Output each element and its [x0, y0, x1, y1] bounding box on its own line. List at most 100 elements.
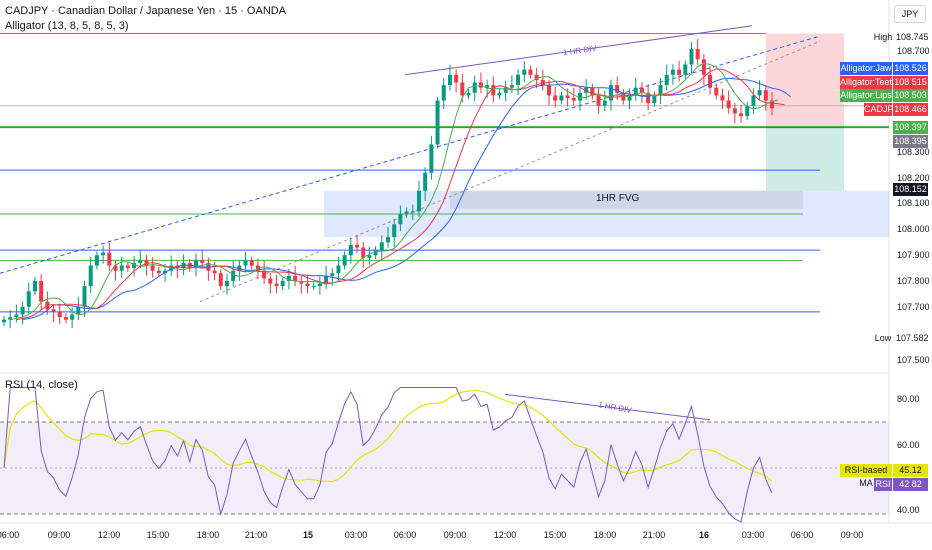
candle-body — [726, 100, 731, 109]
candle-body — [231, 270, 236, 281]
candle-body — [398, 213, 403, 225]
y-label: 107.500 — [897, 355, 930, 365]
candle-body — [392, 224, 397, 238]
candle-body — [243, 260, 248, 266]
symbol-title[interactable]: CADJPY · Canadian Dollar / Japanese Yen … — [5, 5, 287, 17]
candle-body — [286, 275, 291, 281]
candle-body — [150, 265, 155, 271]
candle-body — [578, 92, 582, 101]
candle-body — [509, 85, 514, 88]
jaw-tag-label: Alligator:Jaw — [840, 62, 892, 75]
low-value: 107.582 — [896, 333, 929, 343]
symbol-tag-label: CADJPY — [864, 103, 900, 116]
candle-body — [224, 281, 229, 287]
candle-body — [20, 306, 25, 315]
candle-body — [596, 95, 601, 106]
x-label: 21:00 — [244, 530, 268, 540]
candle-body — [8, 317, 13, 320]
candle-body — [423, 172, 428, 191]
indicator-legend[interactable]: Alligator (13, 8, 5, 8, 5, 3) — [5, 20, 129, 32]
rsi-tag-value: 42.82 — [893, 478, 928, 491]
candle-body — [683, 64, 688, 75]
candle-body — [70, 314, 75, 320]
candle-body — [200, 260, 205, 263]
candle-body — [268, 278, 273, 284]
candle-body — [94, 255, 99, 266]
fvg-level-tag: 108.152 — [893, 183, 928, 196]
jaw-tag-value: 108.526 — [893, 62, 928, 75]
candle-body — [429, 144, 434, 173]
candle-body — [404, 211, 409, 214]
y-label: 108.300 — [897, 147, 930, 157]
rsi-y-label: 80.00 — [897, 394, 920, 404]
candle-body — [652, 95, 657, 104]
candle-body — [107, 252, 112, 266]
green-level-tag: 108.397 — [893, 121, 928, 134]
candle-body — [732, 108, 737, 114]
candle-body — [670, 69, 675, 75]
y-label: 107.900 — [897, 250, 930, 260]
high-value: 108.745 — [896, 32, 929, 42]
candle-body — [441, 85, 446, 101]
x-label: 18:00 — [593, 530, 617, 540]
candle-body — [565, 95, 570, 98]
x-label: 18:00 — [196, 530, 220, 540]
candle-body — [466, 92, 471, 96]
candle-body — [720, 95, 725, 101]
candle-body — [708, 74, 713, 88]
candle-body — [280, 281, 285, 287]
x-label: 12:00 — [493, 530, 517, 540]
y-label: 108.200 — [897, 173, 930, 183]
candle-body — [299, 281, 304, 284]
candle-body — [639, 87, 644, 93]
candle-body — [602, 100, 607, 106]
candle-body — [218, 273, 223, 287]
low-label: Low — [874, 333, 892, 343]
candle-body — [701, 59, 706, 75]
candle-body — [627, 95, 632, 101]
candle-body — [194, 260, 198, 269]
candle-body — [324, 275, 329, 284]
candle-body — [714, 87, 719, 96]
candle-body — [26, 291, 31, 307]
x-label: 06:00 — [790, 530, 814, 540]
candle-body — [63, 317, 68, 320]
candle-body — [435, 100, 440, 145]
candle-body — [485, 85, 490, 88]
candle-body — [76, 306, 81, 315]
rsi-ma-tag-value: 45.12 — [893, 464, 928, 477]
candle-body — [478, 82, 483, 88]
currency-button[interactable]: JPY — [894, 5, 926, 23]
candle-body — [590, 87, 595, 96]
rsi-legend[interactable]: RSI (14, close) — [5, 379, 78, 391]
candle-body — [348, 244, 353, 256]
candle-body — [447, 74, 452, 86]
rsi-divergence-line — [504, 393, 711, 421]
candle-body — [664, 74, 669, 86]
candle-body — [751, 95, 756, 106]
trend-line-dashed — [0, 35, 821, 274]
x-label: 15:00 — [543, 530, 567, 540]
candle-body — [237, 265, 242, 271]
candle-body — [355, 244, 360, 248]
fvg-label: 1HR FVG — [596, 193, 640, 204]
y-label: 107.800 — [897, 276, 930, 286]
candle-body — [633, 87, 638, 96]
candle-body — [88, 265, 93, 287]
candle-body — [757, 90, 762, 96]
candle-body — [379, 242, 384, 251]
y-label: 108.100 — [897, 198, 930, 208]
x-label: 16 — [698, 530, 710, 540]
high-label: High — [873, 32, 893, 42]
candle-body — [540, 79, 545, 86]
candle-body — [621, 92, 626, 101]
candle-body — [454, 74, 459, 83]
candle-body — [57, 311, 62, 318]
candle-body — [39, 281, 44, 302]
lips-tag-label: Alligator:Lips — [840, 89, 892, 102]
candle-body — [32, 281, 37, 292]
x-label: 21:00 — [642, 530, 666, 540]
candle-body — [658, 85, 663, 96]
rsi-ma-tag-label: RSI-based MA — [840, 464, 892, 488]
